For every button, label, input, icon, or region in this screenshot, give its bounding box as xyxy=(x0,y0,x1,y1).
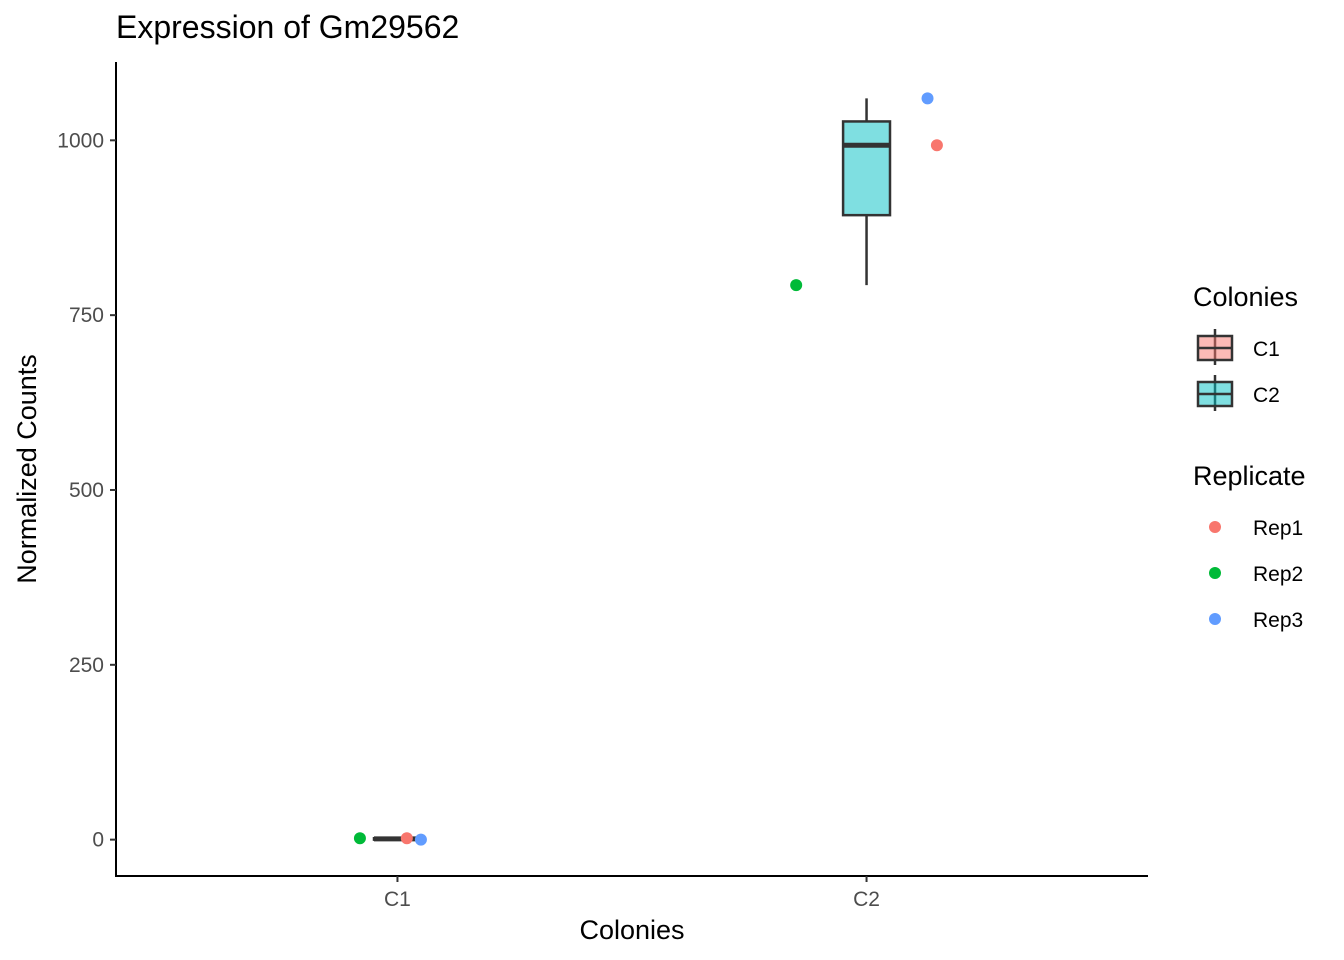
legend-label: Rep2 xyxy=(1253,563,1303,586)
x-axis-title: Colonies xyxy=(579,915,684,945)
box-body xyxy=(841,120,892,217)
chart-title: Expression of Gm29562 xyxy=(116,9,459,45)
point-c2-rep1 xyxy=(930,139,943,152)
legend-colonies: Colonies C1 C2 xyxy=(1193,282,1298,411)
legend-title: Replicate xyxy=(1193,461,1306,491)
boxplots xyxy=(372,98,892,842)
legend-key-point xyxy=(1209,567,1221,579)
legend-replicate: Replicate Rep1 Rep2 Rep3 xyxy=(1193,461,1306,632)
y-tick-label: 500 xyxy=(69,479,104,502)
legend-label: C1 xyxy=(1253,338,1280,361)
point-c2-rep2 xyxy=(790,279,803,292)
boxplot-c2 xyxy=(841,98,892,286)
data-points xyxy=(353,92,943,846)
y-axis-title: Normalized Counts xyxy=(12,354,42,584)
point-c2-rep3 xyxy=(921,92,934,105)
legend-title: Colonies xyxy=(1193,282,1298,312)
legend: Colonies C1 C2 Replicate Rep1 Rep2 Rep3 xyxy=(1193,282,1306,632)
point-c1-rep1 xyxy=(400,832,413,845)
boxplot-c1 xyxy=(372,836,423,842)
x-tick-label: C1 xyxy=(384,888,411,911)
y-axis-ticks: 0 250 500 750 1000 xyxy=(57,129,116,852)
x-tick-label: C2 xyxy=(853,888,880,911)
legend-key-point xyxy=(1209,521,1221,533)
legend-label: C2 xyxy=(1253,384,1280,407)
y-tick-label: 750 xyxy=(69,304,104,327)
y-tick-label: 0 xyxy=(92,829,104,852)
legend-key-point xyxy=(1209,613,1221,625)
y-tick-label: 250 xyxy=(69,654,104,677)
point-c1-rep3 xyxy=(414,833,427,846)
point-c1-rep2 xyxy=(353,832,366,845)
legend-label: Rep3 xyxy=(1253,609,1303,632)
x-axis-ticks: C1 C2 xyxy=(384,876,880,911)
legend-label: Rep1 xyxy=(1253,517,1303,540)
y-tick-label: 1000 xyxy=(57,129,104,152)
